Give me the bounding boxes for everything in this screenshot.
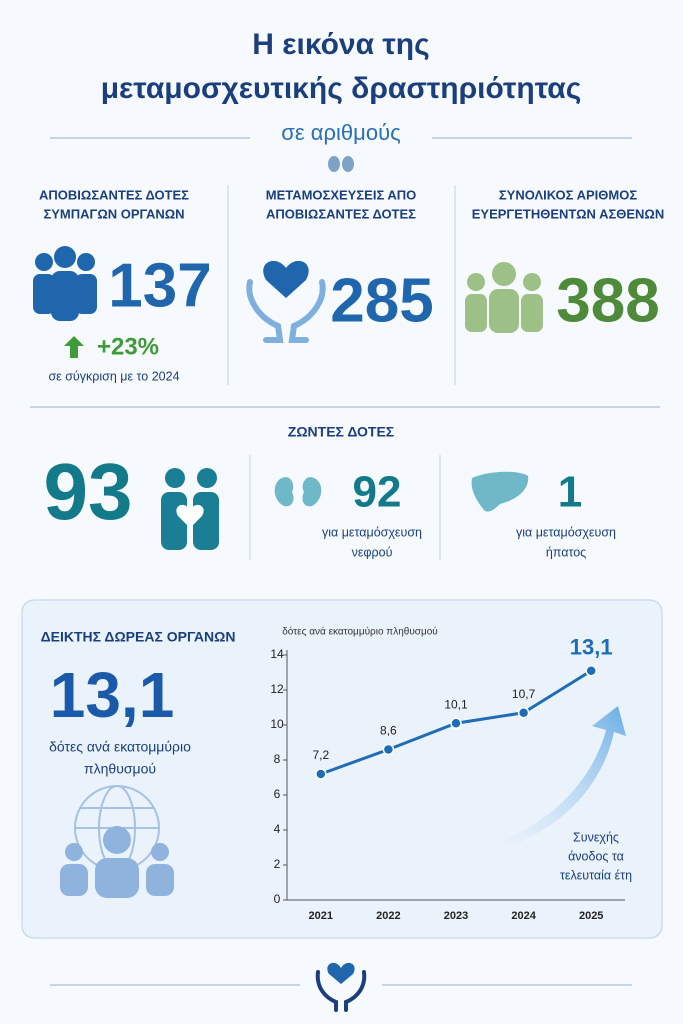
y-tick-label: 2: [274, 857, 281, 871]
stat-change: +23%: [97, 333, 159, 360]
people-icon: [33, 246, 97, 321]
point: [517, 707, 530, 719]
hands-heart-icon: [246, 260, 326, 343]
stat-value: 137: [108, 251, 211, 320]
kidneys-icon: [274, 477, 322, 507]
value-label: 13,1: [570, 635, 613, 660]
y-tick-label: 4: [274, 822, 281, 836]
x-tick-label: 2024: [511, 910, 536, 922]
stat-note: σε σύγκριση με το 2024: [48, 369, 179, 383]
living-total: 93: [44, 447, 133, 536]
index-title: ΔΕΙΚΤΗΣ ΔΩΡΕΑΣ ΟΡΓΑΝΩΝ: [41, 629, 236, 645]
annotation: άνοδος τα: [568, 849, 624, 863]
value-label: 10,1: [444, 697, 468, 711]
title-line: μεταμοσχευτικής δραστηριότητας: [101, 72, 582, 105]
subtitle: σε αριθμούς: [281, 120, 400, 145]
point: [382, 743, 395, 756]
patients-icon: [465, 262, 543, 333]
value-label: 7,2: [312, 748, 329, 762]
stat-value: 388: [556, 266, 659, 335]
living-value: 1: [558, 468, 582, 517]
y-tick-label: 12: [270, 682, 284, 696]
index-caption: δότες ανά εκατομμύριο: [49, 739, 191, 755]
liver-icon: [471, 471, 529, 512]
index-caption: πληθυσμού: [84, 761, 156, 777]
stat-label: ΣΥΝΟΛΙΚΟΣ ΑΡΙΘΜΟΣ: [499, 187, 637, 202]
y-tick-label: 8: [274, 752, 281, 766]
y-axis-label: δότες ανά εκατομμύριο πληθυσμού: [282, 626, 438, 638]
up-arrow: [64, 336, 84, 358]
value-label: 8,6: [380, 724, 397, 738]
title-line: Η εικόνα της: [252, 28, 429, 61]
trend-arrow: [500, 706, 626, 848]
value-label: 10,7: [512, 687, 536, 701]
living-label: για μεταμόσχευση: [516, 525, 616, 539]
stat-label: ΣΥΜΠΑΓΩΝ ΟΡΓΑΝΩΝ: [43, 206, 184, 221]
point: [315, 768, 327, 780]
x-tick-label: 2021: [309, 910, 333, 922]
stat-value: 285: [330, 266, 433, 335]
family-icon: [161, 468, 219, 550]
living-label: νεφρού: [352, 545, 393, 559]
footer-icon: [315, 962, 367, 1012]
section-title: ΖΩΝΤΕΣ ΔΟΤΕΣ: [288, 424, 394, 440]
y-tick-label: 0: [274, 892, 281, 906]
stat-label: ΕΥΕΡΓΕΤΗΘΕΝΤΩΝ ΑΣΘΕΝΩΝ: [472, 206, 665, 221]
stat-label: ΑΠΟΒΙΩΣΑΝΤΕΣ ΔΟΤΕΣ: [266, 206, 416, 221]
index-value: 13,1: [50, 659, 175, 731]
x-tick-label: 2022: [376, 910, 400, 922]
x-tick-label: 2025: [579, 910, 603, 922]
point: [450, 717, 462, 729]
point: [585, 665, 597, 677]
globe-people-icon: [60, 785, 174, 898]
annotation: τελευταία έτη: [560, 868, 632, 882]
living-value: 92: [353, 468, 402, 517]
stat-label: ΑΠΟΒΙΩΣΑΝΤΕΣ ΔΟΤΕΣ: [39, 187, 189, 202]
y-tick-label: 10: [270, 717, 284, 731]
y-tick-label: 6: [274, 787, 281, 801]
x-tick-label: 2023: [444, 910, 468, 922]
annotation: Συνεχής: [573, 830, 619, 844]
kidney-icon: [328, 156, 354, 172]
index-panel: [21, 599, 663, 939]
y-tick-label: 14: [270, 647, 284, 661]
stat-label: ΜΕΤΑΜΟΣΧΕΥΣΕΙΣ ΑΠΟ: [266, 187, 417, 202]
living-label: ήπατος: [546, 545, 586, 559]
living-label: για μεταμόσχευση: [322, 525, 422, 539]
